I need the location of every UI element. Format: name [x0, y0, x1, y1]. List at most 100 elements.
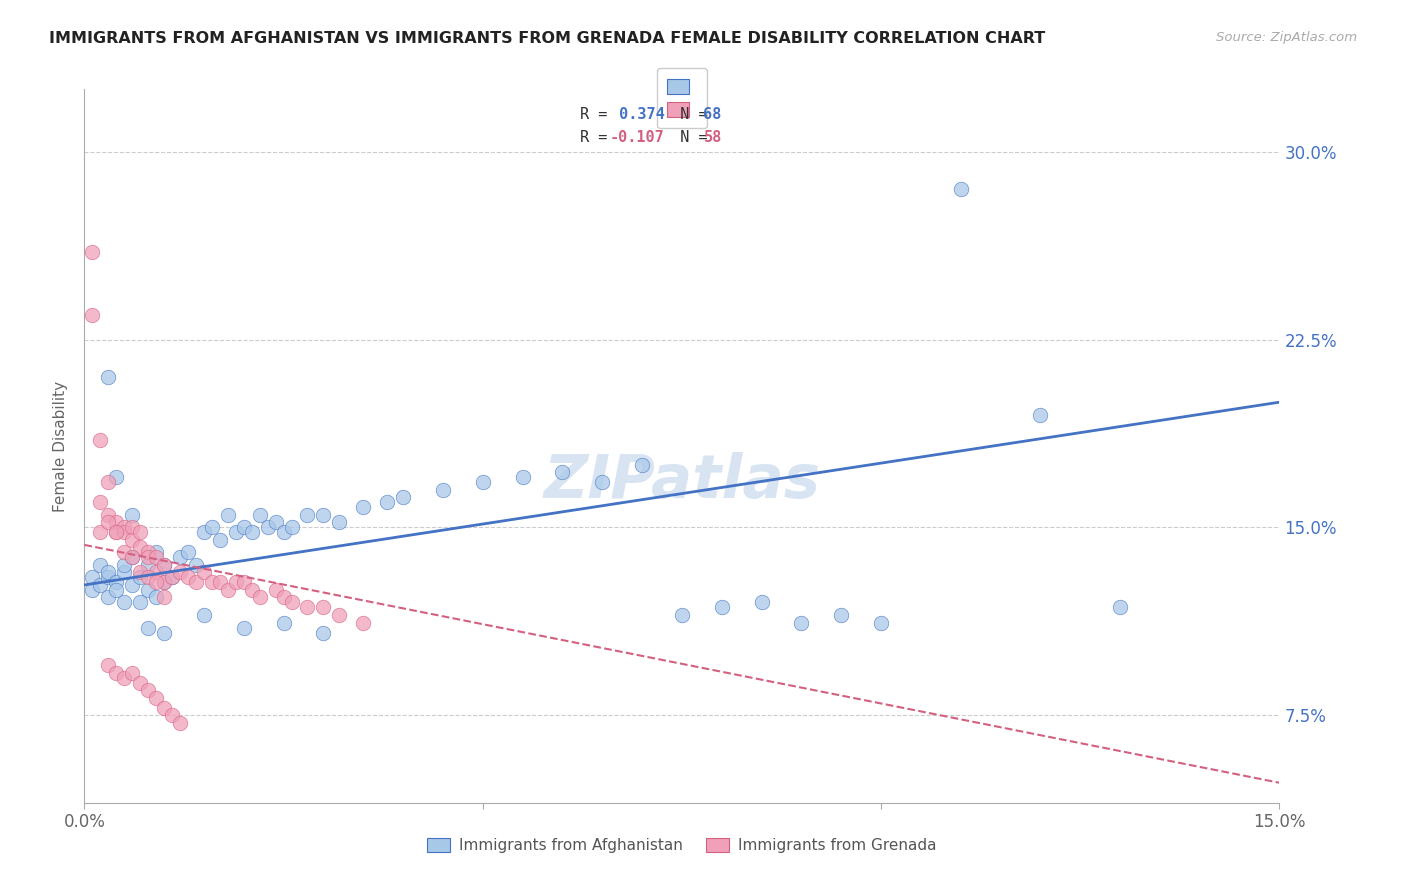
Point — [751, 595, 773, 609]
Point — [160, 570, 183, 584]
Point — [201, 575, 224, 590]
Point — [121, 550, 143, 565]
Point — [97, 370, 120, 384]
Point — [136, 545, 159, 559]
Point — [710, 600, 733, 615]
Text: IMMIGRANTS FROM AFGHANISTAN VS IMMIGRANTS FROM GRENADA FEMALE DISABILITY CORRELA: IMMIGRANTS FROM AFGHANISTAN VS IMMIGRANT… — [49, 31, 1046, 46]
Text: Source: ZipAtlas.com: Source: ZipAtlas.com — [1216, 31, 1357, 45]
Text: R =: R = — [581, 107, 617, 121]
Point — [97, 591, 120, 605]
Text: 68: 68 — [703, 107, 721, 121]
Point — [129, 595, 152, 609]
Point — [160, 708, 183, 723]
Text: 0.374: 0.374 — [610, 107, 665, 121]
Point — [153, 575, 176, 590]
Point — [264, 516, 287, 530]
Point — [217, 508, 239, 522]
Point — [89, 525, 111, 540]
Point — [136, 570, 159, 584]
Point — [121, 550, 143, 565]
Point — [136, 683, 159, 698]
Point — [328, 607, 350, 622]
Text: 58: 58 — [703, 130, 721, 145]
Point — [193, 566, 215, 580]
Point — [145, 591, 167, 605]
Point — [145, 566, 167, 580]
Point — [264, 582, 287, 597]
Point — [153, 558, 176, 572]
Text: -0.107: -0.107 — [610, 130, 665, 145]
Point — [232, 575, 254, 590]
Point — [160, 570, 183, 584]
Point — [89, 433, 111, 447]
Point — [830, 607, 852, 622]
Point — [105, 525, 128, 540]
Point — [208, 575, 231, 590]
Point — [392, 491, 415, 505]
Point — [273, 615, 295, 630]
Point — [153, 558, 176, 572]
Point — [631, 458, 654, 472]
Point — [471, 475, 494, 490]
Point — [273, 591, 295, 605]
Y-axis label: Female Disability: Female Disability — [53, 380, 69, 512]
Point — [217, 582, 239, 597]
Point — [169, 715, 191, 730]
Point — [870, 615, 893, 630]
Point — [232, 520, 254, 534]
Point — [1109, 600, 1132, 615]
Point — [352, 615, 374, 630]
Point — [97, 475, 120, 490]
Point — [949, 182, 972, 196]
Point — [105, 665, 128, 680]
Point — [249, 591, 271, 605]
Point — [153, 625, 176, 640]
Point — [790, 615, 813, 630]
Point — [375, 495, 398, 509]
Point — [193, 525, 215, 540]
Point — [169, 550, 191, 565]
Point — [97, 508, 120, 522]
Point — [240, 582, 263, 597]
Point — [97, 570, 120, 584]
Point — [145, 690, 167, 705]
Point — [129, 566, 152, 580]
Point — [177, 570, 200, 584]
Point — [145, 550, 167, 565]
Point — [232, 621, 254, 635]
Point — [97, 566, 120, 580]
Point — [201, 520, 224, 534]
Legend: Immigrants from Afghanistan, Immigrants from Grenada: Immigrants from Afghanistan, Immigrants … — [420, 831, 943, 859]
Point — [105, 470, 128, 484]
Point — [121, 508, 143, 522]
Point — [136, 558, 159, 572]
Text: ZIPatlas: ZIPatlas — [543, 452, 821, 511]
Point — [208, 533, 231, 547]
Point — [129, 570, 152, 584]
Point — [112, 566, 135, 580]
Point — [225, 525, 247, 540]
Point — [671, 607, 693, 622]
Point — [273, 525, 295, 540]
Point — [136, 621, 159, 635]
Point — [591, 475, 613, 490]
Point — [512, 470, 534, 484]
Point — [112, 545, 135, 559]
Point — [121, 520, 143, 534]
Point — [169, 566, 191, 580]
Point — [105, 525, 128, 540]
Point — [112, 520, 135, 534]
Point — [136, 582, 159, 597]
Point — [153, 700, 176, 714]
Point — [249, 508, 271, 522]
Point — [297, 600, 319, 615]
Point — [129, 525, 152, 540]
Point — [121, 578, 143, 592]
Point — [89, 558, 111, 572]
Point — [312, 600, 335, 615]
Point — [193, 607, 215, 622]
Point — [97, 516, 120, 530]
Point — [312, 508, 335, 522]
Point — [312, 625, 335, 640]
Point — [328, 516, 350, 530]
